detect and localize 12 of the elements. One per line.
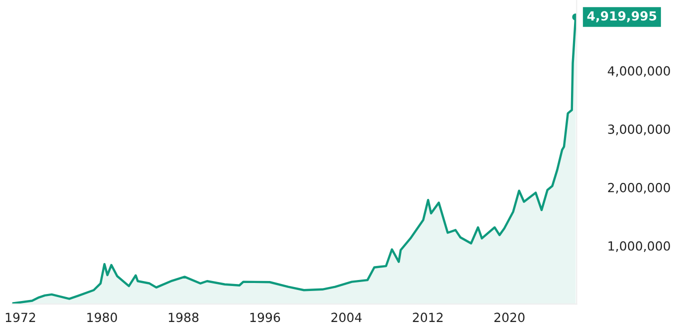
x-tick-label: 2020 (494, 312, 524, 322)
x-tick-label: 1980 (87, 312, 117, 322)
x-tick-label: 1972 (6, 312, 36, 322)
x-tick-label: 2004 (331, 312, 362, 322)
x-tick-label: 2012 (412, 312, 443, 322)
annotation: 4,919,995 (587, 11, 656, 22)
x-tick-label: 1988 (168, 312, 198, 322)
x-tick-label: 1996 (250, 312, 280, 322)
y-tick-label: 2,000,000 (608, 182, 670, 194)
y-tick-label: 3,000,000 (608, 124, 670, 136)
y-tick-label: 1,000,000 (608, 241, 670, 252)
y-tick-label: 4,000,000 (608, 66, 670, 77)
